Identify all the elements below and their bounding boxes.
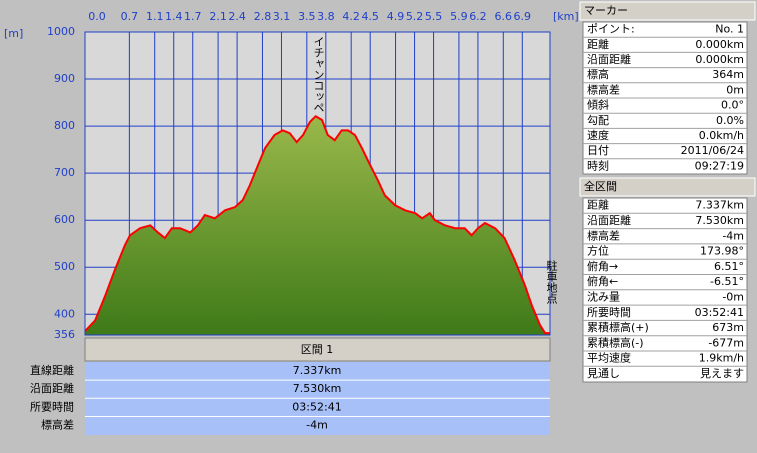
row-label: 累積標高(+) <box>587 320 649 334</box>
section-label: 沿面距離 <box>30 381 74 395</box>
row-label: 距離 <box>587 37 609 51</box>
row-value: 見えます <box>700 367 744 380</box>
row-value: 0.0% <box>716 114 744 127</box>
row-value: 173.98° <box>700 245 744 258</box>
row-value: -4m <box>722 229 744 242</box>
row-label: 俯角← <box>587 274 618 288</box>
row-value: 0.000km <box>695 38 744 51</box>
section-label: 直線距離 <box>30 363 74 377</box>
row-value: 0.0km/h <box>699 129 744 142</box>
section-label: 標高差 <box>41 418 74 432</box>
x-tick-label: 3.8 <box>317 10 335 23</box>
marker-title: マーカー <box>584 4 628 17</box>
row-value: 673m <box>712 321 744 334</box>
row-value: -677m <box>708 336 744 349</box>
x-tick-label: 1.4 <box>165 10 183 23</box>
x-unit: [km] <box>553 10 579 23</box>
y-tick-label: 600 <box>54 213 75 226</box>
x-tick-label: 6.9 <box>514 10 532 23</box>
row-label: 所要時間 <box>587 306 631 319</box>
x-tick-label: 3.1 <box>273 10 291 23</box>
row-label: 俯角→ <box>587 259 618 273</box>
x-tick-label: 5.2 <box>406 10 424 23</box>
row-value: 7.530km <box>695 214 744 227</box>
row-label: 時刻 <box>587 158 609 172</box>
section-label: 所要時間 <box>30 400 74 413</box>
row-label: 日付 <box>587 144 609 157</box>
row-value: 1.9km/h <box>699 352 744 365</box>
row-value: 7.337km <box>695 199 744 212</box>
row-value: 0.0° <box>721 99 744 112</box>
row-value: 364m <box>712 68 744 81</box>
x-tick-label: 4.2 <box>342 10 360 23</box>
total-title: 全区間 <box>584 179 617 193</box>
row-label: 方位 <box>587 244 609 258</box>
x-tick-label: 0.7 <box>121 10 139 23</box>
y-unit: [m] <box>4 27 23 40</box>
total-header <box>579 177 756 197</box>
elevation-line <box>84 114 550 335</box>
x-tick-label: 4.5 <box>361 10 379 23</box>
y-tick-label: 700 <box>54 166 75 179</box>
elevation-area <box>85 116 550 336</box>
x-tick-label: 1.7 <box>184 10 202 23</box>
x-tick-label: 5.5 <box>425 10 443 23</box>
section-value: 7.530km <box>293 382 342 395</box>
y-tick-label: 356 <box>54 328 75 341</box>
x-tick-label: 3.5 <box>298 10 316 23</box>
row-label: 沈み量 <box>587 289 620 303</box>
x-tick-label: 6.6 <box>495 10 513 23</box>
row-value: 0.000km <box>695 53 744 66</box>
y-tick-label: 800 <box>54 119 75 132</box>
x-tick-label: 0.0 <box>88 10 106 23</box>
x-tick-label: 5.9 <box>450 10 468 23</box>
row-value: -6.51° <box>710 275 744 288</box>
section-value: -4m <box>306 419 328 432</box>
row-label: 勾配 <box>587 114 609 127</box>
marker-header <box>579 1 756 21</box>
section-value: 03:52:41 <box>292 400 341 413</box>
row-label: 標高差 <box>587 228 620 242</box>
row-value: 6.51° <box>714 260 744 273</box>
row-value: 09:27:19 <box>695 159 744 172</box>
x-tick-label: 2.1 <box>209 10 227 23</box>
x-tick-label: 4.9 <box>387 10 405 23</box>
y-tick-label: 500 <box>54 260 75 273</box>
y-tick-label: 1000 <box>47 25 75 38</box>
row-label: 距離 <box>587 198 609 212</box>
row-label: 沿面距離 <box>587 52 631 66</box>
x-tick-label: 2.4 <box>228 10 246 23</box>
section-title: 区間 1 <box>301 343 334 356</box>
row-value: No. 1 <box>715 23 744 36</box>
x-tick-label: 1.1 <box>146 10 164 23</box>
row-label: ポイント: <box>587 23 635 36</box>
section-value: 7.337km <box>293 364 342 377</box>
row-label: 傾斜 <box>587 98 609 112</box>
row-label: 累積標高(-) <box>587 335 644 349</box>
row-label: 見通し <box>587 367 620 380</box>
row-label: 平均速度 <box>587 351 631 365</box>
y-tick-label: 400 <box>54 307 75 320</box>
x-tick-label: 6.2 <box>469 10 487 23</box>
row-value: 03:52:41 <box>695 306 744 319</box>
row-label: 沿面距離 <box>587 213 631 227</box>
y-tick-label: 900 <box>54 72 75 85</box>
annotation: 駐車地点 <box>545 259 558 305</box>
row-value: -0m <box>722 290 744 303</box>
plot-border <box>84 31 551 336</box>
section-header <box>84 337 551 362</box>
annotation: イチャンコッペ <box>312 36 325 113</box>
row-value: 0m <box>726 83 744 96</box>
row-label: 標高差 <box>587 82 620 96</box>
row-label: 標高 <box>587 67 609 81</box>
row-value: 2011/06/24 <box>681 144 744 157</box>
row-label: 速度 <box>587 128 609 142</box>
x-tick-label: 2.8 <box>254 10 272 23</box>
